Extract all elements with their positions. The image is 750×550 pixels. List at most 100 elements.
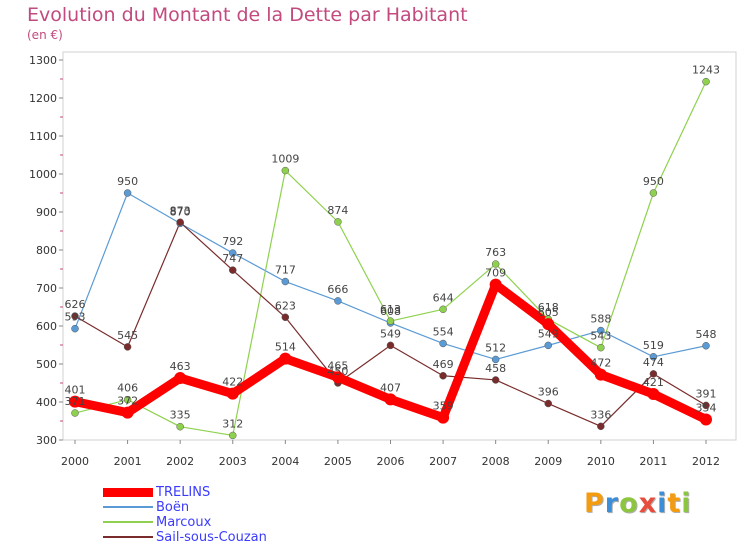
data-label: 407 <box>380 381 401 394</box>
data-point <box>544 399 552 408</box>
data-point <box>647 388 660 401</box>
data-point <box>439 339 447 348</box>
legend-item: Marcoux <box>103 514 211 530</box>
data-label: 873 <box>170 204 191 217</box>
y-tick-label: 300 <box>36 434 57 447</box>
data-point <box>229 431 237 440</box>
data-label: 371 <box>65 395 86 408</box>
data-point <box>544 341 552 350</box>
data-label: 450 <box>327 365 348 378</box>
data-point <box>229 249 237 257</box>
data-label: 549 <box>380 327 401 340</box>
y-tick-label: 1200 <box>29 92 57 105</box>
data-point <box>649 353 658 361</box>
data-label: 401 <box>65 384 86 397</box>
data-point <box>71 409 79 417</box>
data-point <box>331 371 344 384</box>
data-point <box>649 370 658 378</box>
x-tick-label: 2012 <box>692 455 720 468</box>
proxiti-logo: Proxiti <box>584 488 692 519</box>
data-point <box>176 422 184 431</box>
x-tick-label: 2004 <box>271 455 299 468</box>
data-label: 763 <box>485 246 506 259</box>
data-point <box>71 312 79 320</box>
data-label: 666 <box>327 283 348 296</box>
legend-item: Boën <box>103 499 189 515</box>
data-label: 626 <box>65 298 86 311</box>
data-point <box>386 341 395 350</box>
data-label: 1009 <box>271 153 299 166</box>
x-tick-label: 2006 <box>377 455 405 468</box>
data-point <box>71 324 79 333</box>
data-point <box>597 326 605 335</box>
data-label: 717 <box>275 264 296 277</box>
data-label: 545 <box>117 329 138 342</box>
plot-area <box>62 51 737 441</box>
y-tick-label: 400 <box>36 396 57 409</box>
data-point <box>597 422 605 431</box>
data-label: 747 <box>222 252 243 265</box>
legend-item: TRELINS <box>103 484 210 500</box>
data-label: 950 <box>117 175 138 188</box>
logo-letter: o <box>619 488 639 519</box>
data-label: 950 <box>643 175 664 188</box>
data-label: 512 <box>485 341 506 354</box>
data-point <box>702 342 710 350</box>
data-point <box>491 376 500 384</box>
logo-letter: t <box>667 488 682 519</box>
chart-title: Evolution du Montant de la Dette par Hab… <box>27 4 468 26</box>
data-point <box>334 297 342 305</box>
data-point <box>542 318 555 331</box>
data-label: 644 <box>433 291 454 304</box>
data-point <box>334 218 342 226</box>
x-tick-label: 2002 <box>166 455 194 468</box>
data-label: 469 <box>433 358 454 371</box>
data-label: 406 <box>117 382 138 395</box>
legend-label: TRELINS <box>156 484 211 500</box>
data-point <box>384 393 397 406</box>
data-label: 514 <box>275 341 296 354</box>
data-label: 792 <box>222 235 243 248</box>
data-label: 465 <box>327 359 348 372</box>
data-label: 608 <box>380 305 401 318</box>
legend-label: Marcoux <box>156 514 212 530</box>
y-tick-label: 500 <box>36 358 57 371</box>
data-label: 554 <box>433 325 454 338</box>
chart-subtitle: (en €) <box>27 28 63 42</box>
data-label: 623 <box>275 299 296 312</box>
data-point <box>439 305 447 314</box>
data-point <box>123 395 132 404</box>
x-tick-label: 2005 <box>324 455 352 468</box>
data-point <box>174 372 187 385</box>
logo-letter: i <box>681 488 692 519</box>
data-label: 458 <box>485 362 506 375</box>
data-point <box>700 413 712 426</box>
x-tick-label: 2000 <box>61 455 89 468</box>
legend-label: Sail-sous-Couzan <box>156 529 267 545</box>
x-tick-label: 2001 <box>114 455 142 468</box>
data-label: 359 <box>433 400 454 413</box>
legend-swatch <box>103 487 153 497</box>
y-tick-label: 1000 <box>29 168 57 181</box>
x-tick-label: 2010 <box>587 455 615 468</box>
data-point <box>702 401 710 410</box>
data-point <box>229 266 237 274</box>
data-label: 549 <box>538 327 559 340</box>
data-label: 613 <box>380 303 401 316</box>
legend-item: Sail-sous-Couzan <box>103 529 267 545</box>
data-label: 391 <box>696 387 717 400</box>
data-label: 874 <box>327 204 348 217</box>
data-label: 335 <box>170 409 191 422</box>
data-label: 870 <box>170 205 191 218</box>
logo-letter: i <box>657 488 668 519</box>
y-tick-label: 700 <box>36 282 57 295</box>
data-label: 354 <box>696 401 717 414</box>
data-point <box>702 77 710 86</box>
logo-letter: P <box>584 488 605 519</box>
data-point <box>491 260 500 268</box>
x-tick-label: 2009 <box>534 455 562 468</box>
x-tick-label: 2008 <box>482 455 510 468</box>
y-tick-label: 900 <box>36 206 57 219</box>
data-label: 472 <box>590 357 611 370</box>
legend-label: Boën <box>156 499 190 515</box>
